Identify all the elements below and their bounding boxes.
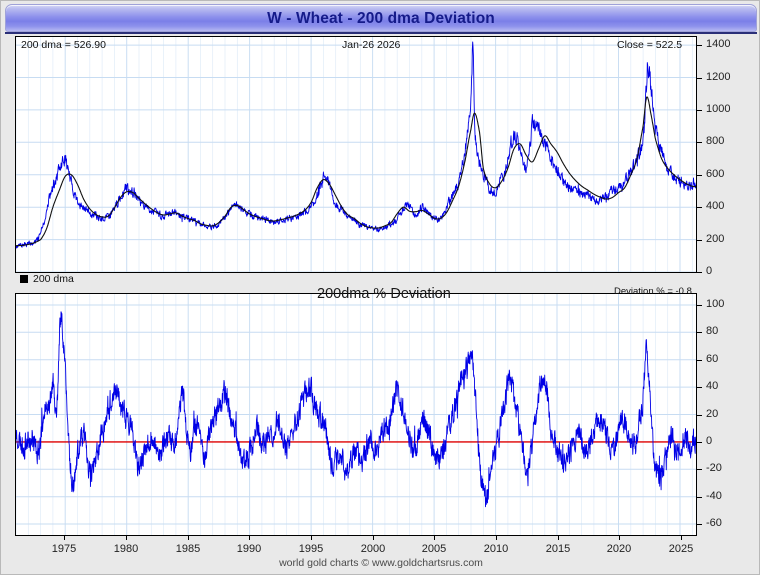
deviation-ytick-label: 100: [706, 298, 725, 310]
deviation-ytick-label: 80: [706, 325, 719, 337]
deviation-xtick-label: 1975: [51, 543, 77, 555]
deviation-xtick: [126, 535, 127, 540]
deviation-ytick: [696, 332, 702, 333]
price-ytick-label: 1400: [706, 38, 731, 50]
dma-value-label: 200 dma = 526.90: [21, 39, 106, 51]
deviation-xtick: [311, 535, 312, 540]
price-ytick-label: 1200: [706, 71, 731, 83]
footer-credit: world gold charts © www.goldchartsrus.co…: [279, 557, 483, 569]
deviation-xtick: [64, 535, 65, 540]
price-ytick-label: 600: [706, 168, 725, 180]
window-title-bar: W - Wheat - 200 dma Deviation: [5, 4, 757, 32]
deviation-xtick: [249, 535, 250, 540]
deviation-ytick: [696, 360, 702, 361]
legend-label-200dma: 200 dma: [33, 273, 74, 285]
price-ytick-label: 0: [706, 265, 713, 277]
deviation-xtick-label: 1980: [113, 543, 139, 555]
deviation-chart-title: 200dma % Deviation: [317, 286, 451, 302]
deviation-xtick: [496, 535, 497, 540]
deviation-xtick: [558, 535, 559, 540]
deviation-ytick-label: -60: [706, 517, 722, 529]
price-ytick: [696, 45, 702, 46]
price-ytick-label: 800: [706, 135, 725, 147]
price-ytick: [696, 175, 702, 176]
price-chart-panel: [15, 36, 697, 273]
deviation-xtick-label: 1985: [175, 543, 201, 555]
deviation-xtick-label: 2010: [483, 543, 509, 555]
deviation-ytick-label: 40: [706, 380, 719, 392]
deviation-ytick-label: 60: [706, 353, 719, 365]
price-ytick-label: 200: [706, 233, 725, 245]
price-ytick: [696, 78, 702, 79]
deviation-chart-canvas: [16, 294, 696, 535]
deviation-ytick: [696, 415, 702, 416]
page-title: W - Wheat - 200 dma Deviation: [267, 10, 495, 27]
deviation-xtick-label: 2005: [421, 543, 447, 555]
deviation-xtick-label: 2025: [668, 543, 694, 555]
deviation-xtick: [681, 535, 682, 540]
deviation-ytick: [696, 469, 702, 470]
deviation-xtick: [434, 535, 435, 540]
deviation-xtick: [619, 535, 620, 540]
deviation-ytick: [696, 524, 702, 525]
deviation-xtick: [188, 535, 189, 540]
price-ytick: [696, 240, 702, 241]
deviation-xtick-label: 1990: [236, 543, 262, 555]
deviation-ytick-label: -40: [706, 490, 722, 502]
deviation-xtick: [373, 535, 374, 540]
deviation-ytick: [696, 442, 702, 443]
legend-swatch-200dma: [20, 275, 28, 283]
title-underline: [5, 32, 757, 34]
price-chart-canvas: [16, 37, 696, 272]
deviation-ytick: [696, 387, 702, 388]
price-ytick-label: 1000: [706, 103, 731, 115]
price-ytick: [696, 207, 702, 208]
deviation-ytick: [696, 497, 702, 498]
deviation-xtick-label: 2015: [545, 543, 571, 555]
date-label: Jan-26 2026: [342, 39, 401, 51]
price-ytick: [696, 142, 702, 143]
deviation-xtick-label: 1995: [298, 543, 324, 555]
deviation-ytick-label: -20: [706, 462, 722, 474]
deviation-ytick-label: 0: [706, 435, 713, 447]
price-chart-legend: 200 dma: [20, 273, 74, 285]
deviation-xtick-label: 2020: [606, 543, 632, 555]
close-value-label: Close = 522.5: [617, 39, 683, 51]
price-ytick-label: 400: [706, 200, 725, 212]
price-ytick: [696, 272, 702, 273]
deviation-ytick: [696, 305, 702, 306]
deviation-xtick-label: 2000: [360, 543, 386, 555]
deviation-chart-panel: [15, 293, 697, 536]
deviation-ytick-label: 20: [706, 408, 719, 420]
deviation-value-label: Deviation % = -0.8: [614, 286, 692, 297]
price-ytick: [696, 110, 702, 111]
